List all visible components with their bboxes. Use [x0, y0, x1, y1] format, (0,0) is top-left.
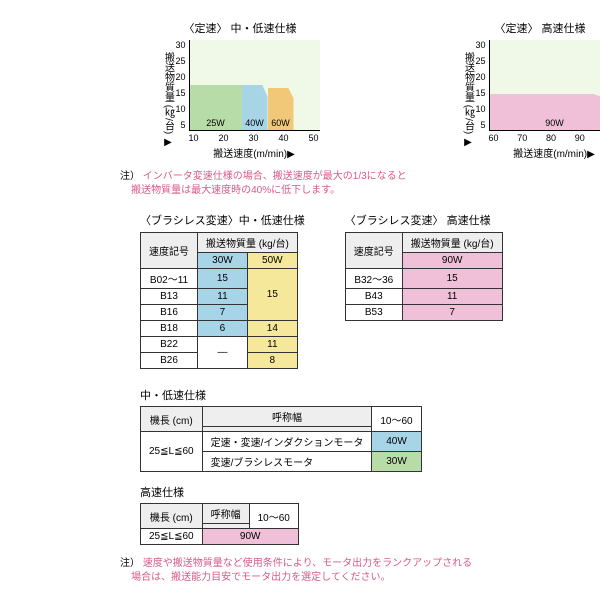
x-axis-label: 搬送速度(m/min)▶: [189, 145, 320, 160]
x-axis-ticks: 60708090100: [489, 131, 600, 143]
note-line: 速度や搬送物質量など使用条件により、モータ出力をランクアップされる: [143, 558, 472, 569]
chart-region: 90W: [490, 94, 600, 130]
note-line: 搬送物質量は最大速度時の40%に低下します。: [131, 185, 340, 196]
spec-title: 高速仕様: [140, 484, 580, 500]
chart-high: 〈定速〉 高速仕様 搬送物質量 (㎏/台) ▶ 30252015105 90W …: [410, 20, 600, 160]
y-axis-label: 搬送物質量 (㎏/台) ▶: [461, 40, 476, 160]
table-mid-low: 〈ブラシレス変速〉中・低速仕様 速度記号搬送物質量 (kg/台)30W50WB0…: [140, 212, 305, 369]
x-axis-label: 搬送速度(m/min)▶: [489, 145, 600, 160]
data-table: 速度記号搬送物質量 (kg/台)90WB32～3615B4311B537: [345, 232, 503, 321]
chart-plot-area: 90W: [489, 40, 600, 131]
chart-title: 〈定速〉 高速仕様: [494, 20, 585, 36]
table-title: 〈ブラシレス変速〉中・低速仕様: [140, 212, 305, 228]
spec-high: 高速仕様 機長 (cm)呼称幅10～6025≦L≦6090W: [140, 484, 580, 545]
y-axis-ticks: 30252015105: [476, 40, 489, 130]
note-1: 注） インバータ変速仕様の場合、搬送速度が最大の1/3になると 搬送物質量は最大…: [120, 170, 580, 198]
y-axis-ticks: 30252015105: [176, 40, 189, 130]
x-axis-ticks: 1020304050: [189, 131, 319, 143]
chart-title: 〈定速〉 中・低速仕様: [183, 20, 296, 36]
note-2: 注） 速度や搬送物質量など使用条件により、モータ出力をランクアップされる 場合は…: [120, 557, 580, 585]
table-high: 〈ブラシレス変速〉 高速仕様 速度記号搬送物質量 (kg/台)90WB32～36…: [345, 212, 503, 369]
note-prefix: 注）: [120, 171, 140, 182]
y-axis-label: 搬送物質量 (㎏/台) ▶: [161, 40, 176, 160]
note-line: 場合は、搬送能力目安でモータ出力を選定してください。: [131, 572, 390, 583]
charts-row: 〈定速〉 中・低速仕様 搬送物質量 (㎏/台) ▶ 30252015105 25…: [110, 20, 580, 160]
chart-mid-low: 〈定速〉 中・低速仕様 搬送物質量 (㎏/台) ▶ 30252015105 25…: [110, 20, 370, 160]
table-title: 〈ブラシレス変速〉 高速仕様: [345, 212, 503, 228]
spec-mid-low: 中・低速仕様 機長 (cm)呼称幅10～6025≦L≦60定速・変速/インダクシ…: [140, 387, 580, 472]
spec-title: 中・低速仕様: [140, 387, 580, 403]
note-line: インバータ変速仕様の場合、搬送速度が最大の1/3になると: [143, 171, 407, 182]
chart-region: 40W: [242, 85, 268, 130]
note-prefix: 注）: [120, 558, 140, 569]
chart-region: 60W: [268, 88, 294, 130]
data-table: 速度記号搬送物質量 (kg/台)30W50WB02～111515B1311B16…: [140, 232, 298, 369]
spec-table: 機長 (cm)呼称幅10～6025≦L≦60定速・変速/インダクションモータ40…: [140, 406, 422, 472]
spec-table: 機長 (cm)呼称幅10～6025≦L≦6090W: [140, 503, 299, 545]
chart-plot-area: 25W40W60W: [189, 40, 320, 131]
chart-region: 25W: [190, 85, 242, 130]
tables-row: 〈ブラシレス変速〉中・低速仕様 速度記号搬送物質量 (kg/台)30W50WB0…: [140, 212, 580, 369]
